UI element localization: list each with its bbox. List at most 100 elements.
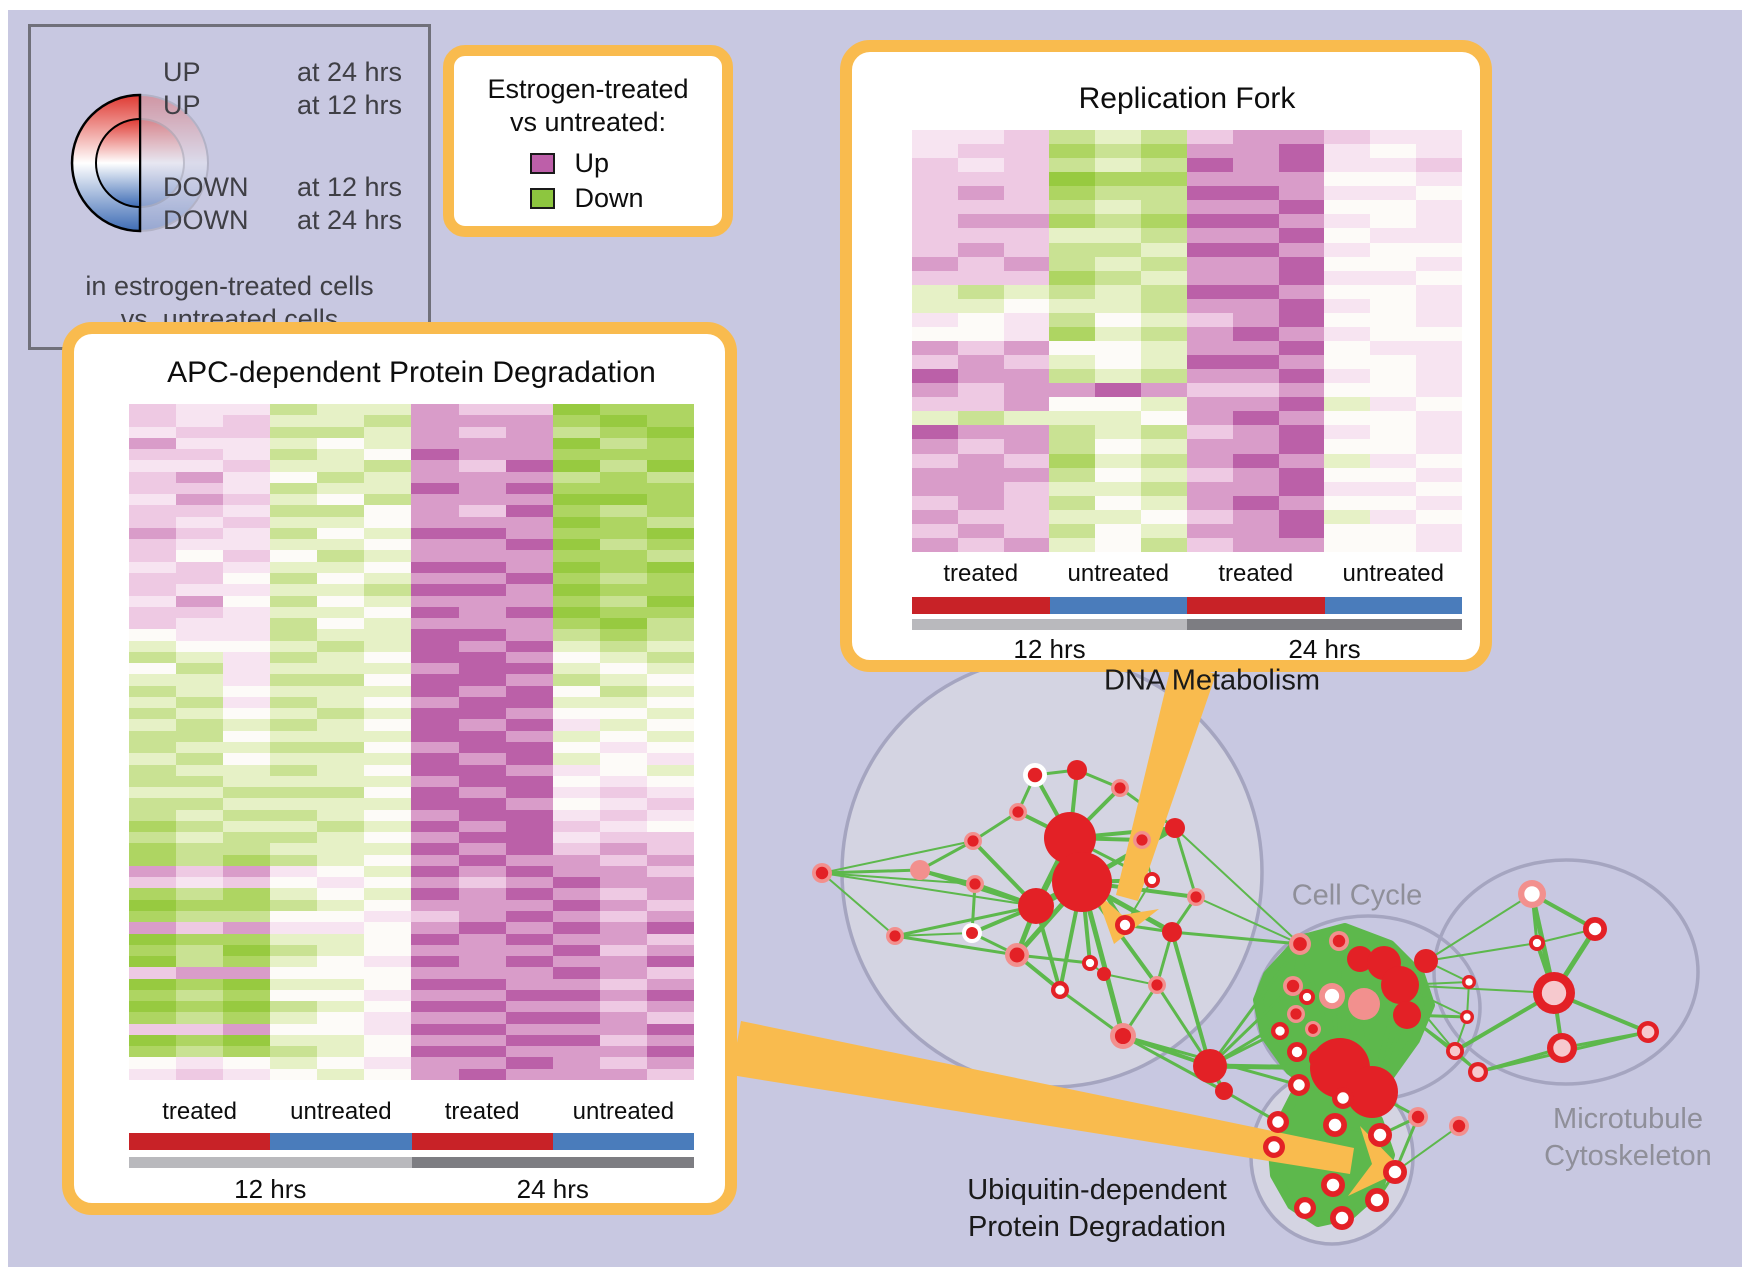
heatmap-cell (1049, 397, 1096, 412)
heatmap-cell (223, 1023, 271, 1035)
heatmap-cell (912, 340, 958, 356)
heatmap-cell (552, 1001, 600, 1013)
heatmap-cell (317, 1034, 365, 1047)
group-label: treated (943, 560, 1019, 587)
heatmap-cell (552, 775, 600, 788)
heatmap-cell (364, 550, 412, 562)
heatmap-cell (270, 1023, 318, 1035)
heatmap-cell (646, 1001, 694, 1013)
heatmap-cell (223, 584, 271, 596)
heatmap-cell (129, 651, 177, 664)
heatmap-cell (1095, 186, 1142, 201)
heatmap-cell (1003, 439, 1050, 454)
heatmap-cell (270, 1068, 318, 1080)
heatmap-cell (599, 471, 647, 483)
heatmap-cell (646, 618, 694, 630)
heatmap-cell (912, 130, 958, 145)
heatmap-cell (599, 1068, 647, 1080)
heatmap-cell (317, 922, 365, 934)
replication-fork-title: Replication Fork (1078, 82, 1296, 115)
heatmap-cell (1370, 340, 1417, 356)
heatmap-cell (176, 933, 224, 945)
heatmap-cell (364, 708, 412, 720)
heatmap-cell (411, 460, 459, 472)
heatmap-cell (176, 572, 224, 585)
heatmap-cell (317, 1068, 365, 1080)
heatmap-cell (364, 404, 412, 416)
heatmap-cell (957, 495, 1004, 510)
heatmap-cell (317, 685, 365, 697)
heatmap-cell (364, 516, 412, 528)
heatmap-cell (411, 719, 459, 731)
heatmap-cell (411, 730, 459, 742)
heatmap-cell (552, 922, 600, 934)
heatmap-cell (364, 426, 412, 438)
heatmap-cell (1003, 537, 1050, 552)
heatmap-cell (317, 809, 365, 821)
heatmap-cell (1186, 186, 1233, 201)
heatmap-cell (129, 663, 177, 675)
heatmap-cell (1141, 537, 1187, 552)
heatmap-cell (176, 854, 224, 866)
heatmap-cell (505, 764, 553, 776)
heatmap-cell (646, 832, 694, 844)
heatmap-cell (912, 214, 958, 229)
apc-panel-title: APC-dependent Protein Degradation (167, 356, 656, 389)
heatmap-cell (411, 505, 459, 517)
heatmap-cell (599, 572, 647, 585)
heatmap-cell (957, 509, 1004, 524)
heatmap-cell (1141, 383, 1187, 398)
heatmap-cell (1003, 312, 1050, 327)
heatmap-cell (458, 989, 506, 1002)
heatmap-cell (599, 978, 647, 990)
heatmap-cell (270, 854, 318, 866)
network-node (1348, 988, 1380, 1020)
heatmap-cell (552, 854, 600, 866)
network-node (1553, 1039, 1571, 1057)
heatmap-cell (317, 865, 365, 878)
heatmap-cell (1095, 495, 1142, 510)
heatmap-cell (599, 584, 647, 596)
heatmap-cell (552, 1057, 600, 1069)
heatmap-cell (1186, 270, 1233, 285)
heatmap-cell (270, 482, 318, 495)
heatmap-cell (129, 1068, 177, 1080)
heatmap-cell (458, 888, 506, 900)
heatmap-cell (176, 787, 224, 799)
network-node (1373, 1128, 1387, 1142)
heatmap-cell (1186, 256, 1233, 271)
heatmap-cell (912, 270, 958, 285)
heatmap-cell (1186, 298, 1233, 313)
heatmap-cell (957, 284, 1004, 299)
heatmap-cell (1049, 298, 1096, 313)
heatmap-cell (1003, 340, 1050, 356)
heatmap-cell (223, 572, 271, 585)
heatmap-cell (1324, 439, 1371, 454)
heatmap-cell (1049, 537, 1096, 552)
heatmap-cell (411, 1068, 459, 1080)
heatmap-cell (1095, 467, 1142, 482)
heatmap-cell (364, 1034, 412, 1047)
heatmap-cell (1186, 439, 1233, 454)
heatmap-cell (129, 1001, 177, 1013)
heatmap-cell (411, 764, 459, 776)
heatmap-cell (129, 572, 177, 585)
heatmap-cell (223, 877, 271, 889)
heatmap-cell (223, 956, 271, 968)
heatmap-cell (1141, 312, 1187, 327)
heatmap-cell (317, 956, 365, 968)
heatmap-cell (505, 539, 553, 551)
heatmap-cell (957, 256, 1004, 271)
heatmap-cell (1095, 214, 1142, 229)
heatmap-cell (270, 527, 318, 540)
heatmap-cell (364, 471, 412, 483)
heatmap-cell (223, 426, 271, 438)
heatmap-cell (176, 967, 224, 979)
heatmap-cell (458, 539, 506, 551)
apc-time-labels: 12 hrs 24 hrs (129, 1174, 694, 1205)
heatmap-cell (411, 753, 459, 765)
heatmap-cell (129, 899, 177, 911)
heatmap-cell (129, 809, 177, 821)
heatmap-cell (458, 471, 506, 483)
ring-time-label: at 24 hrs (296, 57, 402, 87)
